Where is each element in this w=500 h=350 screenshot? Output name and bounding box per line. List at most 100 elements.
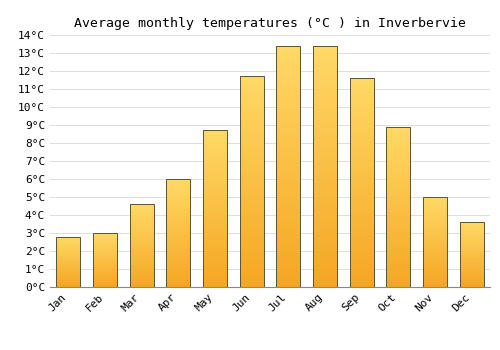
Bar	[93, 249, 117, 250]
Bar	[240, 283, 264, 285]
Bar	[240, 127, 264, 129]
Bar	[203, 251, 227, 253]
Bar	[276, 72, 300, 75]
Bar	[166, 248, 190, 249]
Bar	[93, 257, 117, 258]
Bar	[276, 120, 300, 123]
Bar	[130, 239, 154, 240]
Bar	[313, 219, 337, 222]
Bar	[130, 211, 154, 212]
Bar	[313, 99, 337, 101]
Bar	[166, 235, 190, 236]
Bar	[313, 113, 337, 116]
Bar	[203, 207, 227, 209]
Bar	[56, 246, 80, 247]
Bar	[240, 201, 264, 203]
Bar	[313, 273, 337, 275]
Bar	[93, 275, 117, 276]
Bar	[313, 256, 337, 258]
Bar	[276, 70, 300, 72]
Bar	[93, 233, 117, 234]
Bar	[460, 229, 483, 230]
Bar	[423, 233, 447, 234]
Bar	[130, 224, 154, 225]
Bar	[56, 285, 80, 286]
Bar	[423, 249, 447, 250]
Bar	[423, 228, 447, 229]
Bar	[313, 157, 337, 159]
Bar	[240, 232, 264, 234]
Bar	[386, 133, 410, 135]
Bar	[240, 207, 264, 209]
Bar	[276, 265, 300, 268]
Bar	[203, 264, 227, 265]
Bar	[56, 243, 80, 244]
Bar	[460, 244, 483, 245]
Bar	[203, 149, 227, 151]
Bar	[203, 212, 227, 214]
Bar	[166, 226, 190, 228]
Bar	[460, 231, 483, 232]
Bar	[166, 204, 190, 205]
Bar	[423, 219, 447, 220]
Bar	[423, 254, 447, 256]
Bar	[240, 262, 264, 264]
Bar	[93, 233, 117, 287]
Bar	[93, 254, 117, 255]
Bar	[240, 215, 264, 217]
Bar	[386, 247, 410, 248]
Bar	[386, 202, 410, 204]
Bar	[130, 286, 154, 287]
Bar	[350, 133, 374, 135]
Bar	[276, 268, 300, 270]
Bar	[276, 203, 300, 205]
Bar	[423, 282, 447, 284]
Bar	[166, 260, 190, 261]
Bar	[276, 251, 300, 253]
Bar	[130, 208, 154, 209]
Bar	[93, 263, 117, 264]
Bar	[203, 228, 227, 229]
Bar	[276, 188, 300, 190]
Bar	[203, 190, 227, 191]
Bar	[276, 89, 300, 92]
Bar	[313, 68, 337, 70]
Bar	[240, 114, 264, 117]
Bar	[166, 265, 190, 266]
Bar	[276, 82, 300, 84]
Bar	[276, 116, 300, 118]
Bar	[203, 273, 227, 274]
Bar	[313, 133, 337, 135]
Bar	[350, 124, 374, 126]
Bar	[276, 140, 300, 142]
Bar	[276, 130, 300, 133]
Bar	[203, 246, 227, 248]
Bar	[166, 273, 190, 274]
Bar	[166, 266, 190, 267]
Bar	[350, 78, 374, 287]
Bar	[276, 219, 300, 222]
Bar	[313, 231, 337, 234]
Bar	[93, 240, 117, 241]
Bar	[350, 122, 374, 124]
Bar	[386, 239, 410, 240]
Bar	[423, 229, 447, 230]
Bar	[130, 207, 154, 208]
Bar	[350, 126, 374, 128]
Bar	[93, 245, 117, 246]
Bar	[350, 272, 374, 274]
Bar	[386, 189, 410, 191]
Bar	[386, 232, 410, 234]
Bar	[423, 212, 447, 213]
Bar	[350, 216, 374, 218]
Bar	[93, 277, 117, 278]
Bar	[423, 221, 447, 222]
Bar	[240, 106, 264, 108]
Bar	[350, 262, 374, 264]
Bar	[240, 192, 264, 194]
Bar	[93, 267, 117, 268]
Bar	[350, 164, 374, 166]
Bar	[203, 240, 227, 241]
Bar	[203, 159, 227, 160]
Bar	[93, 234, 117, 235]
